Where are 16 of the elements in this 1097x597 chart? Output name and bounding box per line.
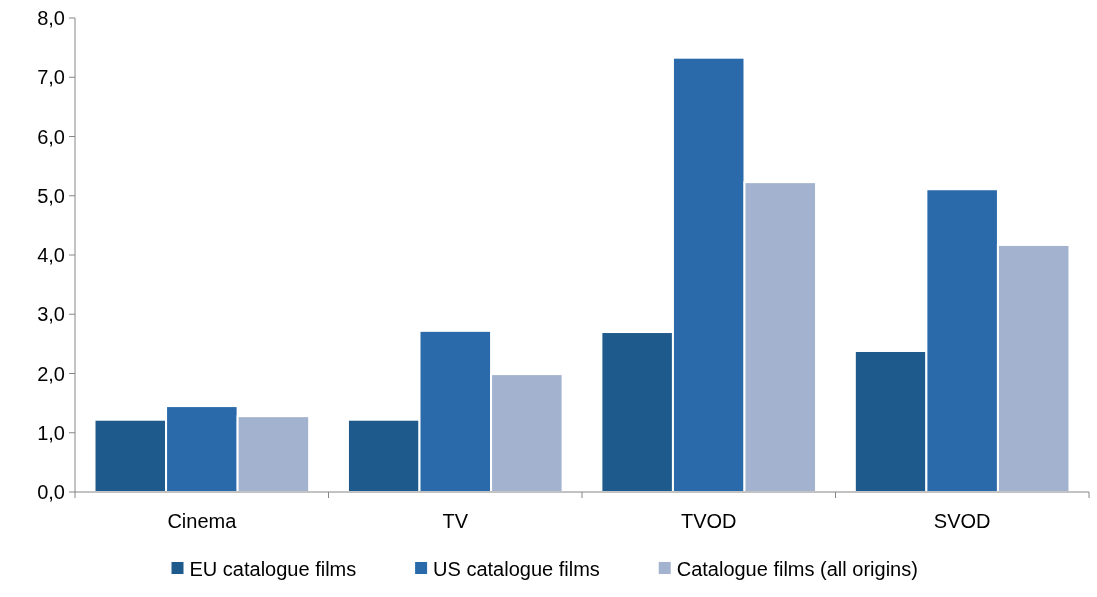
- x-tick-label: Cinema: [167, 510, 238, 532]
- y-tick-label: 2,0: [37, 362, 65, 385]
- y-tick-label: 1,0: [37, 421, 65, 444]
- x-tick-label: TV: [442, 510, 469, 532]
- x-tick-label: SVOD: [933, 510, 991, 532]
- y-tick-label: 5,0: [37, 184, 65, 207]
- y-tick-label: 3,0: [37, 303, 65, 326]
- x-tick-label: TVOD: [680, 510, 737, 532]
- y-tick-label: 4,0: [37, 244, 65, 266]
- y-tick-label: 7,0: [37, 66, 65, 89]
- y-tick-label: 6,0: [37, 125, 65, 148]
- legend-label: EU catalogue films: [189, 558, 357, 580]
- legend-label: Catalogue films (all origins): [676, 558, 918, 580]
- y-tick-label: 8,0: [37, 7, 65, 29]
- legend-label: US catalogue films: [433, 558, 600, 580]
- y-tick-label: 0,0: [37, 481, 65, 503]
